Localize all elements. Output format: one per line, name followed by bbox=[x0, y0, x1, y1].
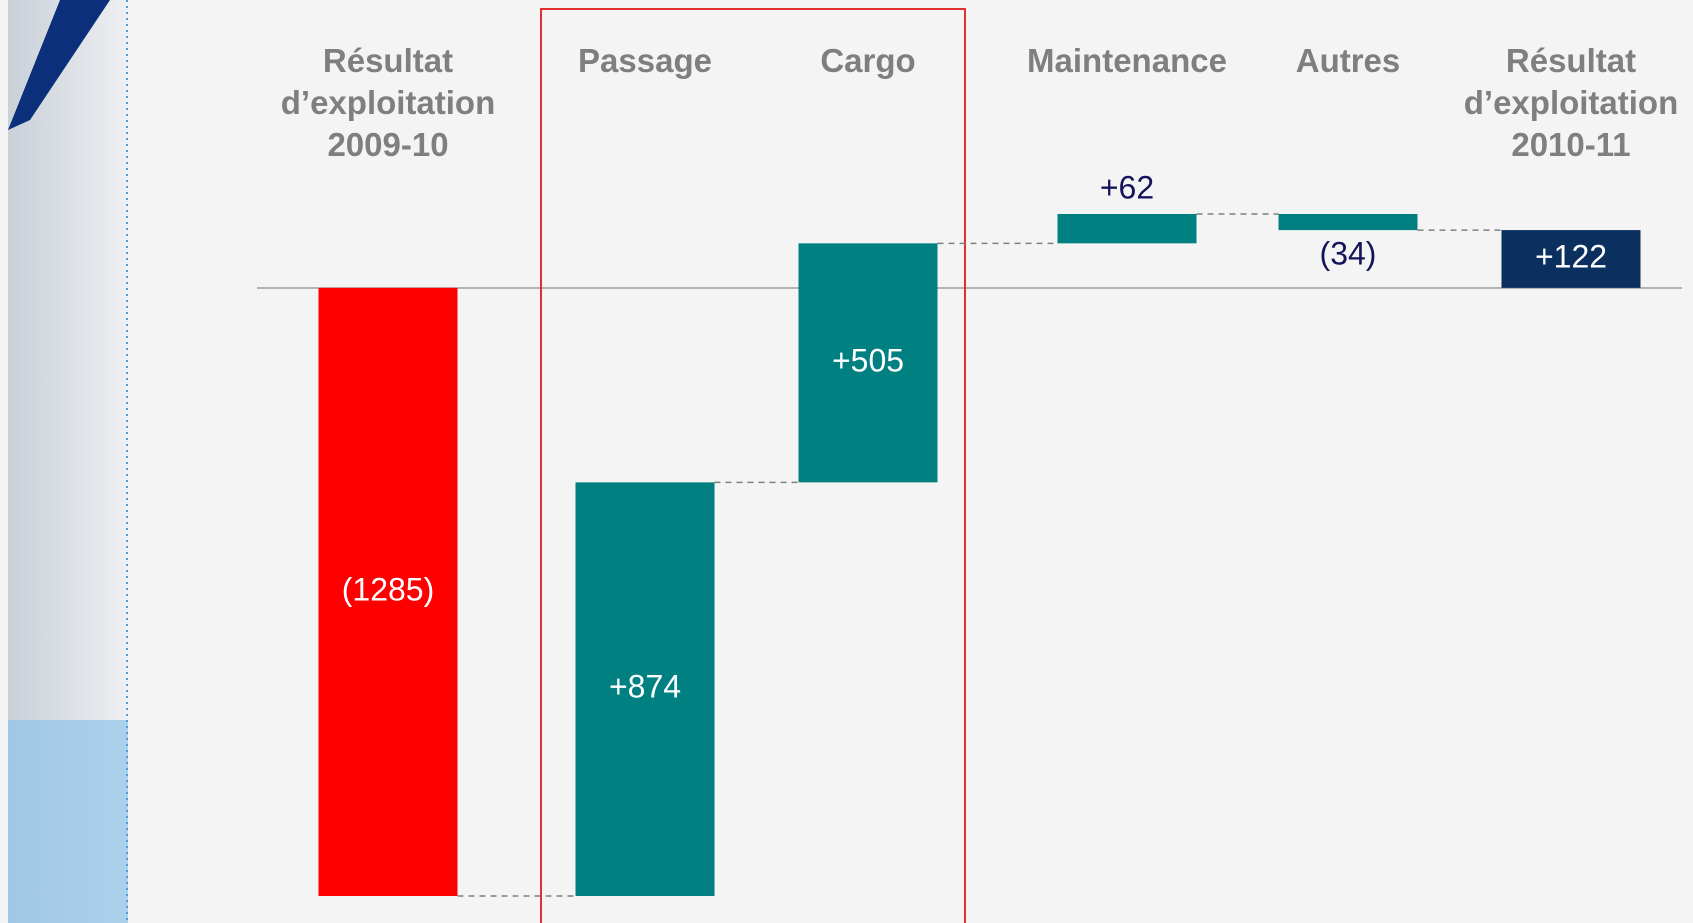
bar bbox=[575, 482, 715, 896]
category-label: Maintenance bbox=[1027, 42, 1227, 79]
decoration bbox=[8, 0, 1682, 923]
value-label: +62 bbox=[1100, 169, 1154, 205]
category-label: Cargo bbox=[820, 42, 916, 79]
value-label: +122 bbox=[1535, 238, 1607, 274]
bar bbox=[1057, 214, 1197, 244]
value-label: (1285) bbox=[342, 571, 435, 607]
value-label: +874 bbox=[609, 669, 681, 705]
bar bbox=[798, 243, 938, 483]
category-label: Résultat d’exploitation 2010-11 bbox=[1463, 42, 1679, 163]
value-label: (34) bbox=[1320, 236, 1377, 272]
bar bbox=[318, 287, 458, 897]
bar bbox=[1501, 230, 1641, 288]
category-label: Résultat d’exploitation 2009-10 bbox=[280, 42, 496, 163]
value-label: +505 bbox=[832, 342, 904, 378]
category-label: Passage bbox=[578, 42, 712, 79]
category-label: Autres bbox=[1295, 42, 1401, 79]
bar bbox=[1278, 214, 1418, 231]
